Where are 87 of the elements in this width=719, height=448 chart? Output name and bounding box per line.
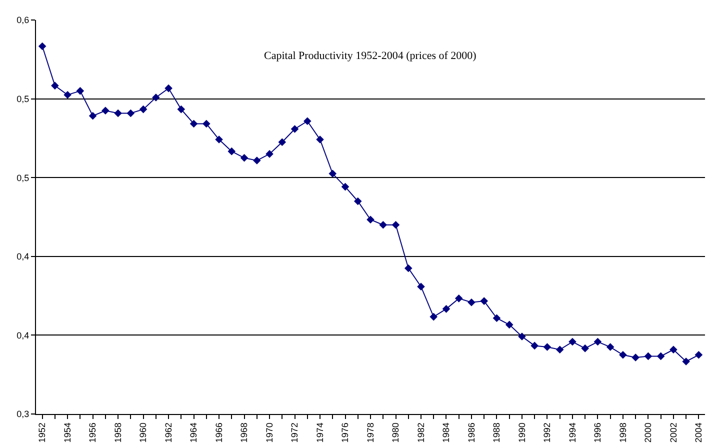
point <box>177 105 186 114</box>
y-tick-label: 0,5 <box>16 94 30 104</box>
point <box>316 136 324 144</box>
point <box>215 136 223 144</box>
point <box>76 87 84 95</box>
point <box>38 42 46 50</box>
x-tick-label: 1962 <box>163 422 174 443</box>
y-tick-label: 0,3 <box>16 409 30 420</box>
x-tick-label: 2004 <box>694 422 704 443</box>
point <box>64 90 72 99</box>
point <box>594 338 602 346</box>
point <box>632 354 640 362</box>
x-tick-label: 1974 <box>314 422 325 443</box>
x-tick-label: 1956 <box>88 422 98 443</box>
point <box>266 150 274 158</box>
point <box>126 109 135 118</box>
x-tick-label: 1970 <box>264 422 274 443</box>
x-tick-label: 1966 <box>214 422 224 443</box>
point <box>682 358 690 366</box>
y-tick-label: 0,4 <box>16 252 30 262</box>
y-tick-label: 0,5 <box>16 172 30 183</box>
x-tick-label: 1984 <box>441 422 452 443</box>
y-tick-label: 0,6 <box>16 15 30 26</box>
x-tick-label: 1958 <box>112 422 123 443</box>
point <box>656 352 665 360</box>
x-tick-label: 1978 <box>365 422 376 443</box>
x-tick-label: 1980 <box>390 422 401 443</box>
point <box>278 138 286 146</box>
text: Capital Productivity 1952-2004 (prices of 2000) <box>264 50 477 62</box>
point <box>505 320 514 329</box>
point <box>240 154 248 162</box>
x-tick-label: 1954 <box>62 422 72 443</box>
x-tick-label: 1976 <box>340 422 350 443</box>
point <box>88 112 97 120</box>
point <box>518 332 526 340</box>
x-tick-label: 1986 <box>466 422 476 443</box>
x-tick-label: 1992 <box>542 422 552 443</box>
point <box>670 346 678 354</box>
point <box>480 297 488 305</box>
point <box>556 346 564 354</box>
point <box>644 352 652 360</box>
point <box>202 120 210 128</box>
point <box>606 343 614 351</box>
x-tick-label: 1964 <box>188 422 199 443</box>
x-tick-label: 2000 <box>643 422 654 443</box>
point <box>228 147 236 156</box>
point <box>102 106 110 115</box>
point <box>442 305 450 313</box>
x-tick-label: 1952 <box>37 422 48 443</box>
x-tick-label: 1982 <box>416 422 426 443</box>
point <box>139 105 148 114</box>
point <box>454 294 463 302</box>
point <box>404 264 412 272</box>
x-tick-label: 1990 <box>516 422 527 443</box>
point <box>568 338 576 346</box>
point <box>190 120 198 128</box>
point <box>354 197 362 206</box>
y-tick-label: 0,4 <box>16 330 30 340</box>
point <box>164 84 172 92</box>
x-tick-label: 1996 <box>592 422 603 443</box>
x-tick-label: 1988 <box>492 422 502 443</box>
point <box>341 182 350 191</box>
point <box>492 314 501 322</box>
point <box>51 82 59 90</box>
point <box>694 351 703 359</box>
x-tick-label: 1972 <box>290 422 300 443</box>
point <box>530 342 538 350</box>
x-tick-label: 1968 <box>239 422 250 443</box>
point <box>619 351 627 359</box>
point <box>253 156 261 164</box>
point <box>303 117 312 126</box>
point <box>328 170 337 178</box>
x-tick-label: 1994 <box>567 422 578 443</box>
point <box>366 216 374 224</box>
point <box>114 109 122 118</box>
point <box>379 220 388 229</box>
point <box>543 343 552 351</box>
point <box>417 282 425 291</box>
point <box>392 220 400 229</box>
point <box>581 344 589 352</box>
point <box>290 125 299 133</box>
x-tick-label: 2002 <box>668 422 678 443</box>
point <box>152 94 160 102</box>
point <box>468 298 476 306</box>
x-tick-label: 1998 <box>618 422 628 443</box>
point <box>430 312 438 321</box>
x-tick-label: 1960 <box>138 422 148 443</box>
